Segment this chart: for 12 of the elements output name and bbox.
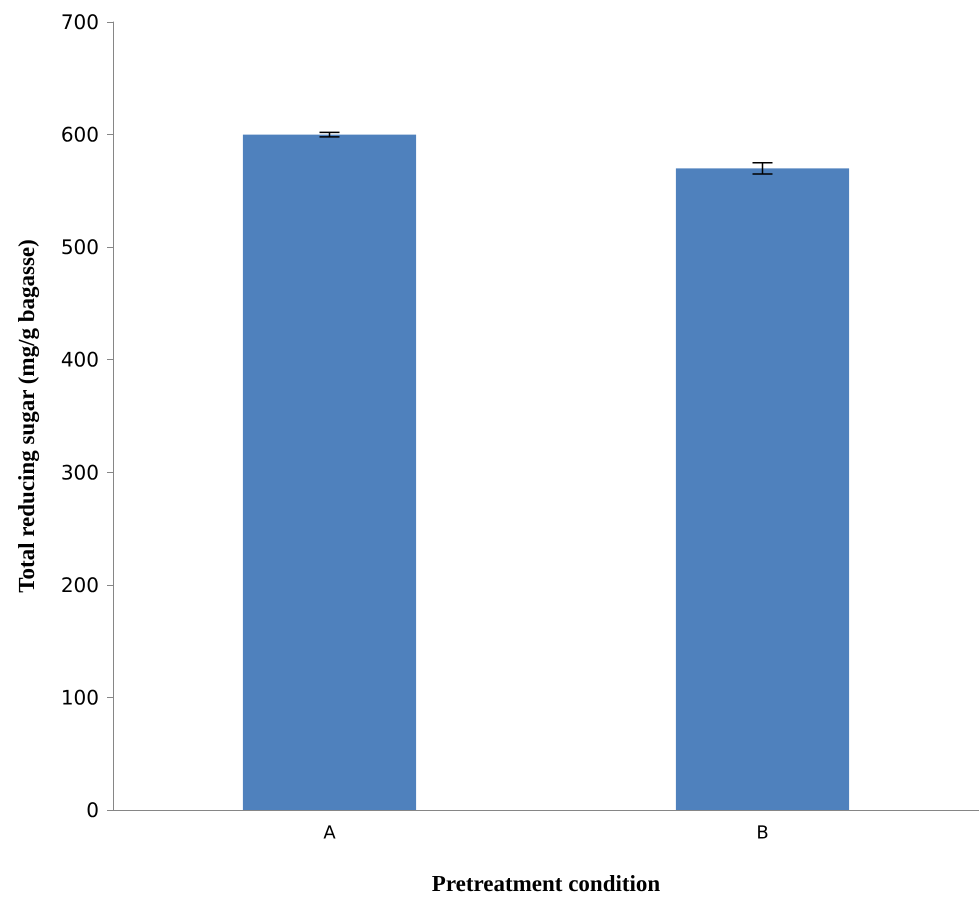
y-tick-label: 400 [60,348,99,372]
y-tick-label: 0 [86,798,99,822]
x-tick-label: A [323,822,336,844]
y-tick-label: 700 [60,10,99,34]
y-tick-label: 300 [60,460,99,484]
y-tick-label: 600 [60,122,99,147]
x-tick-label: B [756,822,769,844]
y-tick-label: 100 [60,685,99,710]
y-tick-label: 500 [60,235,99,260]
y-axis-title: Total reducing sugar (mg/g bagasse) [14,239,40,593]
x-axis-title: Pretreatment condition [432,871,660,896]
y-tick-label: 200 [60,572,99,597]
